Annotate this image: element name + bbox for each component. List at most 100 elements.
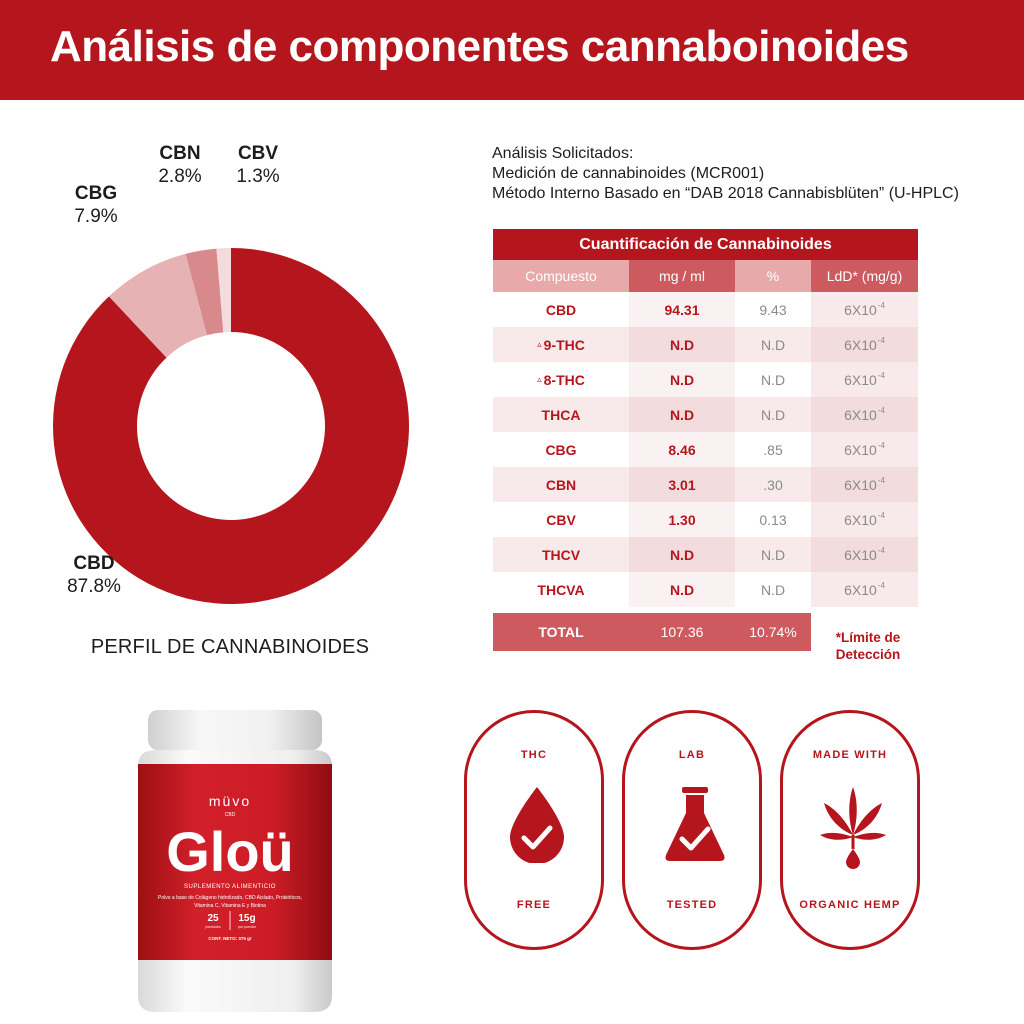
jar-desc-1: Polvo a base de Colágeno hidrolizado, CB… [158, 895, 302, 901]
row-compound-text: THCVA [537, 581, 585, 598]
row-mg-text: 8.46 [668, 441, 696, 458]
table-row: CBG 8.46 .85 6X10 -4 [493, 432, 918, 467]
row-ldd-text: 6X10 [844, 546, 877, 563]
total-label: TOTAL [538, 624, 584, 640]
table-row: CBN 3.01 .30 6X10 -4 [493, 467, 918, 502]
row-ldd-text: 6X10 [844, 336, 877, 353]
badge-top-text: MADE WITH [812, 749, 888, 761]
ldd-exponent: -4 [877, 546, 885, 555]
note-line-1: *Límite de [835, 630, 901, 645]
table-total-row: TOTAL 107.36 10.74% [493, 613, 918, 651]
row-ldd: 6X10 -4 [811, 537, 918, 572]
jar-label [138, 764, 332, 960]
header-pct: % [735, 260, 811, 292]
donut-svg [53, 248, 410, 604]
note-line-2: Detección [835, 647, 901, 662]
row-pct: 9.43 [735, 292, 811, 327]
ldd-exponent: -4 [877, 476, 885, 485]
header-ldd: LdD* (mg/g) [811, 260, 918, 292]
header-mg: mg / ml [629, 260, 735, 292]
row-ldd-text: 6X10 [844, 476, 877, 493]
row-mg-text: 94.31 [664, 301, 700, 318]
row-compound: ▵ 8-THC [493, 362, 629, 397]
row-compound: CBV [493, 502, 629, 537]
row-pct-text: N.D [760, 546, 786, 563]
slice-percent: 1.3% [236, 166, 280, 187]
row-compound: CBD [493, 292, 629, 327]
jar-net-content: CONT. NETO: 375 gr [208, 936, 251, 941]
row-pct-text: .85 [763, 441, 783, 458]
chart-caption: PERFIL DE CANNABINOIDES [90, 636, 370, 658]
slice-percent: 87.8% [67, 576, 121, 597]
row-compound: CBN [493, 467, 629, 502]
donut-slice-cbv [216, 248, 231, 333]
donut-slice-cbn [185, 248, 224, 336]
total-mg: 107.36 [660, 624, 704, 640]
cannabinoid-table: Cuantificación de Cannabinoides Compuest… [493, 229, 918, 651]
row-pct: N.D [735, 397, 811, 432]
row-mg: N.D [629, 397, 735, 432]
row-mg-text: N.D [669, 406, 695, 423]
badge-top-text: THC [520, 749, 548, 761]
row-pct-text: N.D [760, 581, 786, 598]
row-pct-text: N.D [760, 371, 786, 388]
hemp-leaf-icon [820, 787, 886, 869]
row-compound: ▵ 9-THC [493, 327, 629, 362]
row-ldd-text: 6X10 [844, 441, 877, 458]
row-mg: N.D [629, 537, 735, 572]
table-row: CBD 94.31 9.43 6X10 -4 [493, 292, 918, 327]
slice-name: CBV [237, 143, 279, 164]
row-pct-text: 0.13 [759, 511, 787, 528]
row-mg-text: N.D [669, 371, 695, 388]
row-pct-text: .30 [763, 476, 783, 493]
slice-percent: 2.8% [158, 166, 202, 187]
table-title: Cuantificación de Cannabinoides [493, 229, 918, 260]
row-mg-text: 1.30 [668, 511, 696, 528]
row-mg: N.D [629, 327, 735, 362]
donut-slice-cbg [108, 253, 208, 358]
donut-slice-cbd [53, 248, 410, 604]
badge-top-text: LAB [678, 749, 706, 761]
ldd-exponent: -4 [877, 406, 885, 415]
row-compound-text: 8-THC [543, 371, 585, 388]
badge-bottom-text: FREE [516, 899, 552, 911]
ldd-exponent: -4 [877, 371, 885, 380]
row-pct: N.D [735, 327, 811, 362]
badge-bottom-text: ORGANIC HEMP [799, 899, 901, 911]
slice-name: CBD [73, 553, 115, 574]
ldd-exponent: -4 [877, 441, 885, 450]
row-compound-text: THCA [541, 406, 581, 423]
row-pct-text: N.D [760, 406, 786, 423]
row-ldd: 6X10 -4 [811, 362, 918, 397]
row-ldd-text: 6X10 [844, 511, 877, 528]
slice-name: CBG [74, 183, 118, 204]
jar-portion: 15g [238, 913, 255, 924]
row-compound-text: 9-THC [543, 336, 585, 353]
badge-organic-hemp: MADE WITH ORGANIC HEMP [780, 710, 920, 950]
table-body: CBD 94.31 9.43 6X10 -4 ▵ 9-THC N.D N.D 6X10 -4 ▵ 8-T… [493, 292, 918, 607]
row-pct-text: N.D [760, 336, 786, 353]
row-mg: 94.31 [629, 292, 735, 327]
jar-brand: müvo [209, 793, 251, 809]
row-mg-text: 3.01 [668, 476, 696, 493]
badge-bottom-text: TESTED [666, 899, 718, 911]
delta-symbol: ▵ [537, 374, 542, 384]
table-row: THCVA N.D N.D 6X10 -4 [493, 572, 918, 607]
header-banner: Análisis de componentes cannaboinoides [0, 0, 1024, 100]
slice-label-cbn: CBN 2.8% [140, 142, 220, 188]
slice-label-cbv: CBV 1.3% [218, 142, 298, 188]
row-mg: N.D [629, 572, 735, 607]
table-row: THCA N.D N.D 6X10 -4 [493, 397, 918, 432]
row-compound: CBG [493, 432, 629, 467]
row-ldd-text: 6X10 [844, 301, 877, 318]
page-title: Análisis de componentes cannaboinoides [50, 22, 909, 71]
ldd-exponent: -4 [877, 511, 885, 520]
row-compound-text: CBV [546, 511, 576, 528]
row-mg-text: N.D [669, 546, 695, 563]
table-row: CBV 1.30 0.13 6X10 -4 [493, 502, 918, 537]
row-mg: 8.46 [629, 432, 735, 467]
jar-product-name: Gloü [166, 820, 294, 883]
row-mg-text: N.D [669, 336, 695, 353]
slice-percent: 7.9% [74, 206, 118, 227]
total-pct: 10.74% [749, 624, 797, 640]
